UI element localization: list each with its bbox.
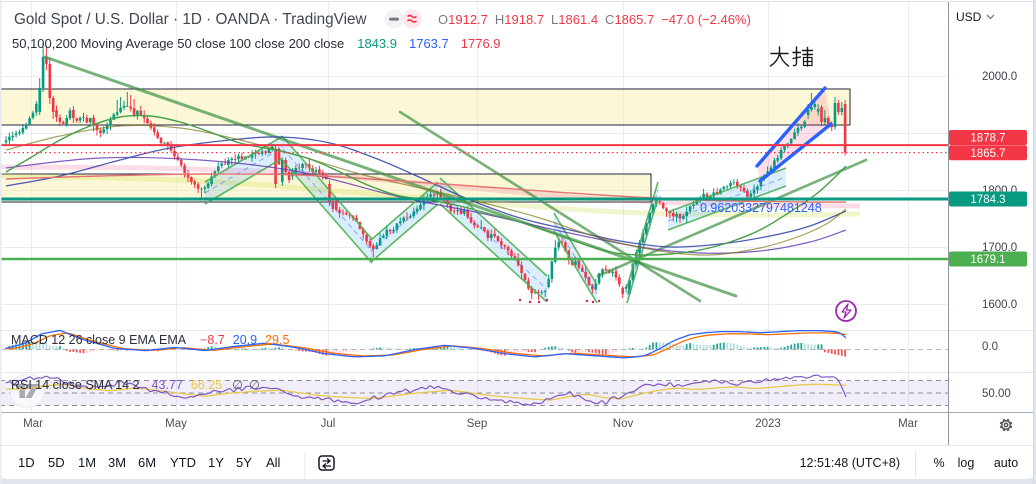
- svg-text:1865.7: 1865.7: [970, 148, 1005, 160]
- svg-text:1D: 1D: [18, 455, 35, 470]
- svg-text:YTD: YTD: [170, 455, 196, 470]
- svg-text:5D: 5D: [48, 455, 65, 470]
- svg-text:1M: 1M: [78, 455, 96, 470]
- svg-text:log: log: [958, 456, 975, 470]
- svg-text:Nov: Nov: [613, 418, 634, 430]
- svg-text:0.9620332797481248: 0.9620332797481248: [700, 201, 822, 215]
- svg-text:1600.0: 1600.0: [982, 299, 1017, 311]
- svg-text:Gold Spot / U.S. Dollar · 1D ·: Gold Spot / U.S. Dollar · 1D · OANDA · T…: [14, 11, 367, 28]
- svg-text:Sep: Sep: [467, 418, 487, 430]
- svg-text:Mar: Mar: [898, 418, 918, 430]
- svg-text:%: %: [933, 456, 944, 470]
- svg-text:All: All: [266, 455, 281, 470]
- svg-text:3M: 3M: [108, 455, 126, 470]
- svg-text:2023: 2023: [755, 418, 781, 430]
- svg-text:2000.0: 2000.0: [982, 71, 1017, 83]
- svg-text:MACD 12 26 close 9 EMA EMA−8.7: MACD 12 26 close 9 EMA EMA −8.7 20,9 29.5: [11, 333, 289, 347]
- svg-text:Jul: Jul: [321, 418, 336, 430]
- svg-text:1679.1: 1679.1: [970, 254, 1005, 266]
- svg-text:1878.7: 1878.7: [970, 133, 1005, 145]
- svg-text:Mar: Mar: [23, 418, 43, 430]
- svg-text:50.00: 50.00: [982, 388, 1011, 400]
- svg-text:1Y: 1Y: [208, 455, 224, 470]
- svg-text:1784.3: 1784.3: [970, 194, 1005, 206]
- svg-text:12:51:48 (UTC+8): 12:51:48 (UTC+8): [800, 456, 900, 470]
- svg-text:50,100,200 Moving Average 50 c: 50,100,200 Moving Average 50 close 100 c…: [12, 36, 501, 51]
- svg-text:1700.0: 1700.0: [982, 242, 1017, 254]
- svg-text:6M: 6M: [138, 455, 156, 470]
- svg-text:0.0: 0.0: [982, 341, 998, 353]
- svg-text:5Y: 5Y: [236, 455, 252, 470]
- svg-text:May: May: [165, 418, 187, 430]
- svg-text:USD: USD: [956, 10, 982, 24]
- svg-text:auto: auto: [994, 456, 1018, 470]
